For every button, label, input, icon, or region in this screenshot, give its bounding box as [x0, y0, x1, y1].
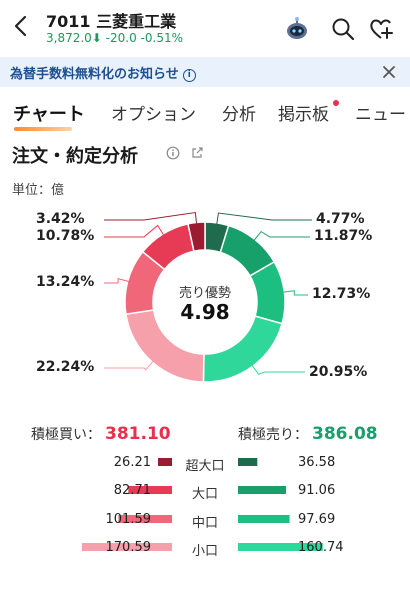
bar-sell-large	[238, 486, 287, 494]
notification-dot	[333, 100, 339, 106]
unit-label: 単位：億	[12, 183, 65, 198]
bar-buy-small	[82, 543, 172, 551]
tab-options[interactable]: オプション	[111, 105, 196, 125]
info-circle-icon[interactable]	[166, 146, 180, 160]
row-large-label: 大口	[191, 487, 218, 502]
slice-label-sell-xlarge: 4.77%	[316, 211, 365, 227]
total-buy: 積極買い： 381.10	[31, 424, 171, 444]
slice-label-buy-large: 10.78%	[36, 228, 95, 244]
section-title: 注文・約定分析	[12, 146, 138, 167]
bar-sell-small	[238, 543, 323, 551]
slice-label-sell-large: 11.87%	[314, 228, 373, 244]
add-watchlist-heart-icon[interactable]	[368, 16, 394, 42]
bar-sell-medium	[238, 515, 290, 523]
row-small-sell: 160.74	[298, 540, 344, 555]
notice-banner[interactable]: 為替手数料無料化のお知らせ i	[0, 57, 410, 87]
donut-slice-buy-xlarge	[187, 221, 206, 253]
tab-bar: チャート オプション 分析 掲示板 ニュー	[0, 96, 410, 132]
leader-line-buy-large	[104, 224, 165, 238]
row-large-sell: 91.06	[298, 483, 336, 498]
stock-code-name: 7011 三菱重工業	[46, 12, 177, 31]
robot-assistant-icon[interactable]	[284, 16, 310, 42]
tab-board[interactable]: 掲示板	[278, 105, 329, 125]
leader-line-sell-large	[253, 230, 310, 242]
leader-line-buy-medium	[104, 277, 130, 284]
stock-quote: 3,872.0⬇ -20.0 -0.51%	[46, 31, 183, 45]
row-xlarge-buy: 26.21	[113, 455, 151, 470]
row-large-buy: 82.71	[113, 483, 151, 498]
total-sell-value: 386.08	[312, 424, 378, 444]
bar-buy-xlarge	[158, 458, 172, 466]
active-tab-indicator	[14, 127, 72, 131]
total-buy-value: 381.10	[105, 424, 171, 444]
leader-line-buy-xlarge	[104, 211, 198, 225]
row-medium-buy: 101.59	[105, 512, 152, 527]
row-small-label: 小口	[191, 544, 218, 559]
slice-label-buy-medium: 13.24%	[36, 274, 95, 290]
total-buy-label: 積極買い：	[31, 427, 101, 443]
row-medium-sell: 97.69	[298, 512, 336, 527]
share-icon[interactable]	[190, 146, 204, 160]
bar-sell-xlarge	[238, 458, 258, 466]
stock-header: 7011 三菱重工業 3,872.0⬇ -20.0 -0.51%	[0, 0, 410, 52]
bar-buy-large	[128, 486, 172, 494]
close-icon[interactable]	[380, 63, 398, 81]
row-small-buy: 170.59	[105, 540, 152, 555]
leader-line-sell-small	[251, 364, 305, 375]
donut-center-label: 売り優勢	[178, 286, 231, 301]
leader-line-buy-small	[104, 360, 155, 371]
bar-buy-medium	[118, 515, 172, 523]
slice-label-sell-medium: 12.73%	[312, 286, 371, 302]
slice-label-buy-small: 22.24%	[36, 359, 95, 375]
notice-text: 為替手数料無料化のお知らせ	[10, 67, 179, 82]
slice-label-sell-small: 20.95%	[309, 364, 368, 380]
info-icon[interactable]: i	[182, 69, 196, 82]
row-medium-label: 中口	[191, 516, 218, 531]
total-sell-label: 積極売り：	[238, 427, 308, 443]
tab-chart[interactable]: チャート	[13, 104, 85, 125]
row-xlarge-sell: 36.58	[298, 455, 336, 470]
slice-label-buy-xlarge: 3.42%	[36, 211, 85, 227]
tab-news[interactable]: ニュー	[355, 105, 406, 125]
back-arrow-icon[interactable]	[10, 14, 32, 38]
leader-line-sell-medium	[282, 290, 308, 296]
tab-analysis[interactable]: 分析	[222, 105, 256, 125]
leader-line-sell-xlarge	[216, 212, 312, 225]
total-sell: 積極売り： 386.08	[238, 424, 378, 444]
search-icon[interactable]	[330, 16, 356, 42]
row-xlarge-label: 超大口	[185, 459, 225, 474]
donut-center-value: 4.98	[180, 300, 230, 324]
